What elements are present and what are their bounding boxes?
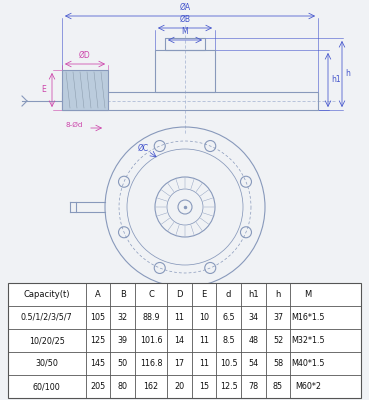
Text: M60*2: M60*2 [295,382,321,391]
Text: 58: 58 [273,359,283,368]
Text: 78: 78 [248,382,258,391]
Text: Capacity(t): Capacity(t) [24,290,70,299]
Text: 50: 50 [118,359,128,368]
Text: 14: 14 [174,336,184,345]
Text: M16*1.5: M16*1.5 [291,313,325,322]
Bar [62,92,318,110]
Text: 205: 205 [90,382,106,391]
Text: D: D [176,290,182,299]
Text: 52: 52 [273,336,283,345]
Text: E: E [201,290,207,299]
Text: C: C [148,290,154,299]
Text: h: h [345,70,350,78]
Text: M: M [182,27,188,36]
Text: 54: 54 [248,359,258,368]
Text: h1: h1 [331,76,341,84]
Text: 10/20/25: 10/20/25 [29,336,65,345]
Text: M32*1.5: M32*1.5 [291,336,325,345]
Text: 162: 162 [144,382,159,391]
Text: 12.5: 12.5 [220,382,238,391]
Text: 0.5/1/2/3/5/7: 0.5/1/2/3/5/7 [21,313,73,322]
Text: 85: 85 [273,382,283,391]
Text: 10: 10 [199,313,209,322]
Text: 20: 20 [174,382,184,391]
Text: d: d [226,290,231,299]
Text: h1: h1 [248,290,259,299]
Text: ØB: ØB [179,15,190,24]
Text: M40*1.5: M40*1.5 [291,359,325,368]
Text: M: M [304,290,312,299]
Text: 8.5: 8.5 [222,336,235,345]
Text: E: E [42,86,46,94]
Text: 39: 39 [118,336,128,345]
Bar [8,283,361,398]
Text: 10.5: 10.5 [220,359,237,368]
Text: 11: 11 [174,313,184,322]
Bar [165,38,205,50]
Text: 48: 48 [248,336,258,345]
Text: 80: 80 [118,382,128,391]
Text: 34: 34 [248,313,258,322]
Text: 145: 145 [90,359,106,368]
Text: 125: 125 [90,336,106,345]
Text: 17: 17 [174,359,184,368]
Bar [155,50,215,92]
Text: ØD: ØD [79,51,91,60]
Text: 116.8: 116.8 [140,359,162,368]
Text: 60/100: 60/100 [33,382,61,391]
Text: 6.5: 6.5 [222,313,235,322]
Text: ØC: ØC [138,144,149,152]
Bar [62,70,108,110]
Text: 15: 15 [199,382,209,391]
Text: 105: 105 [90,313,106,322]
Text: 88.9: 88.9 [142,313,160,322]
Text: 30/50: 30/50 [35,359,58,368]
Text: 101.6: 101.6 [140,336,162,345]
Text: 32: 32 [118,313,128,322]
Text: ØA: ØA [179,3,190,12]
Text: h: h [275,290,281,299]
Text: 11: 11 [199,359,209,368]
Text: B: B [120,290,126,299]
Text: A: A [95,290,101,299]
Text: 37: 37 [273,313,283,322]
Text: 8-Ød: 8-Ød [65,122,83,128]
Text: 11: 11 [199,336,209,345]
